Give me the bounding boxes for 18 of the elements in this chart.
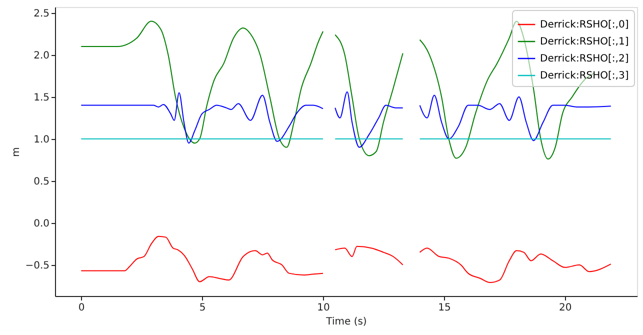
- legend-label: Derrick:RSHO[:,3]: [540, 70, 629, 82]
- y-axis-title: m: [11, 147, 22, 157]
- x-axis-title: Time (s): [325, 316, 367, 328]
- y-tick-label: 0.5: [34, 176, 50, 188]
- y-tick-label: 2.0: [34, 50, 50, 62]
- y-tick-label: 2.5: [34, 8, 50, 20]
- x-tick-label: 10: [317, 302, 330, 314]
- y-tick-label: 1.0: [34, 134, 50, 146]
- x-tick-label: 5: [199, 302, 206, 314]
- y-tick-label: −0.5: [25, 260, 50, 272]
- x-tick-label: 0: [78, 302, 85, 314]
- y-tick-label: 0.0: [34, 218, 50, 230]
- legend-label: Derrick:RSHO[:,1]: [540, 36, 629, 48]
- x-tick-label: 15: [438, 302, 451, 314]
- legend-label: Derrick:RSHO[:,0]: [540, 20, 629, 30]
- y-tick-label: 1.5: [34, 92, 50, 104]
- x-tick-label: 20: [559, 302, 572, 314]
- legend-label: Derrick:RSHO[:,2]: [540, 54, 629, 64]
